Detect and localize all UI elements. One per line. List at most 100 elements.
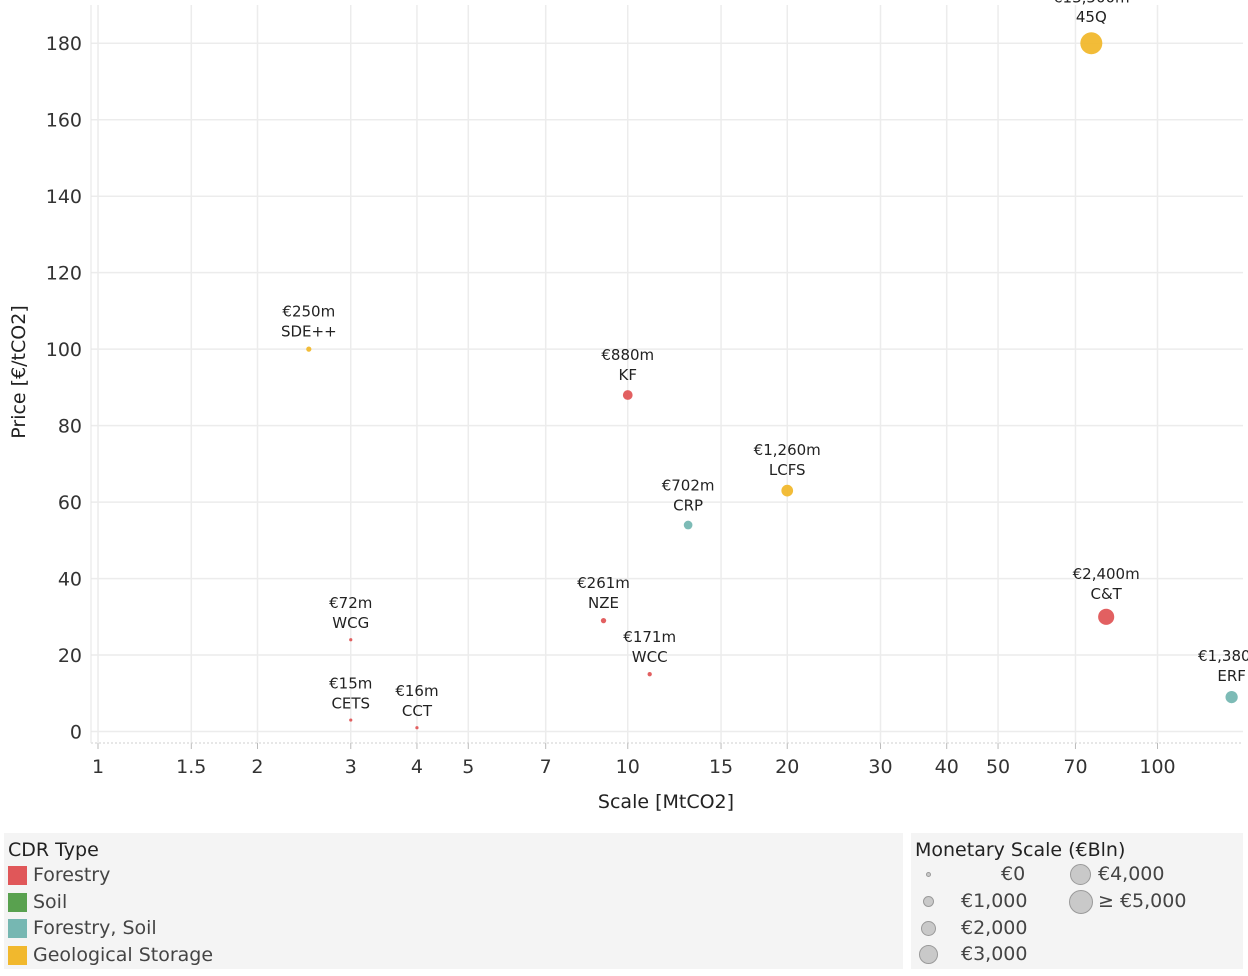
data-point [1225, 691, 1238, 704]
x-tick-label: 1 [92, 756, 104, 778]
y-tick-label: 160 [46, 110, 82, 132]
x-tick-label: 70 [1063, 756, 1087, 778]
data-point-name-label: 45Q [1076, 8, 1107, 26]
x-tick-label: 5 [462, 756, 474, 778]
x-tick-label: 50 [986, 756, 1010, 778]
data-point [1098, 608, 1115, 625]
size-item-3000: €3,000 [911, 943, 1071, 967]
size-item-label: €2,000 [961, 917, 1028, 939]
data-point [683, 520, 693, 530]
x-tick-label: 15 [709, 756, 733, 778]
data-point [600, 617, 607, 624]
x-tick-label: 1.5 [176, 756, 206, 778]
axes: 1 1.5 2 3 4 5 7 10 15 20 30 40 50 70 100 0 20 40 60 80 100 12… [46, 5, 1243, 778]
data-point-name-label: NZE [588, 594, 619, 612]
data-point [622, 390, 633, 400]
legend-cdr-type-title: CDR Type [8, 839, 99, 861]
data-point-group: €261m NZE [577, 574, 630, 624]
data-point-amount-label: €171m [623, 628, 676, 646]
data-point-group: €702m CRP [662, 477, 715, 530]
data-point [349, 638, 353, 642]
size-item-2000: €2,000 [911, 917, 1071, 941]
legend-cdr-type: CDR Type Forestry Soil Forestry, Soil Ge… [4, 833, 903, 969]
data-point [415, 726, 419, 730]
forestry-soil-swatch [8, 918, 27, 938]
y-tick-label: 0 [70, 722, 82, 744]
data-point-amount-label: €1,260m [754, 441, 821, 459]
data-point-amount-label: €2,400m [1073, 565, 1140, 583]
data-point-name-label: LCFS [769, 461, 806, 479]
y-axis-title: Price [€/tCO2] [8, 305, 30, 438]
size-item-5000: ≥ €5,000 [1066, 890, 1236, 914]
legend-item-label: Forestry [33, 864, 111, 886]
legend-item-forestry-soil: Forestry, Soil [8, 917, 157, 939]
data-point-group: €72m WCG [329, 594, 372, 642]
y-tick-label: 140 [46, 186, 82, 208]
legend-item-label: Geological Storage [33, 944, 214, 966]
data-point-amount-label: €702m [662, 477, 715, 495]
data-point-name-label: KF [619, 366, 637, 384]
data-point-amount-label: €16m [395, 682, 438, 700]
size-circle-icon [919, 945, 938, 964]
data-point-group: €1,380m ERF [1198, 647, 1248, 704]
size-circle-icon [926, 872, 931, 877]
size-circle-icon [1069, 890, 1093, 914]
data-point-amount-label: €15m [329, 674, 372, 692]
y-tick-label: 20 [58, 645, 82, 667]
forestry-swatch [8, 865, 27, 885]
y-tick-label: 100 [46, 339, 82, 361]
data-point-name-label: WCC [632, 648, 668, 666]
data-point-name-label: CRP [673, 497, 703, 515]
data-point-amount-label: €13,500m [1053, 0, 1130, 6]
data-point-group: €880m KF [601, 346, 654, 400]
data-point-amount-label: €72m [329, 594, 372, 612]
data-point-amount-label: €250m [282, 303, 335, 321]
y-tick-label: 180 [46, 33, 82, 55]
x-tick-label: 7 [540, 756, 552, 778]
soil-swatch [8, 892, 27, 912]
data-point-name-label: ERF [1217, 667, 1246, 685]
y-tick-label: 60 [58, 492, 82, 514]
x-tick-label: 2 [251, 756, 263, 778]
data-point-group: €13,500m 45Q [1053, 0, 1130, 55]
data-point [349, 718, 353, 722]
data-point [781, 484, 794, 497]
data-point-name-label: CETS [331, 694, 370, 712]
y-tick-label: 120 [46, 263, 82, 285]
x-tick-label: 100 [1139, 756, 1175, 778]
legend-monetary-scale-title: Monetary Scale (€Bln) [915, 839, 1126, 861]
size-circle-icon [923, 896, 934, 907]
geological-storage-swatch [8, 945, 27, 965]
size-circle-icon [921, 921, 936, 936]
data-point-name-label: WCG [332, 614, 369, 632]
x-tick-label: 20 [775, 756, 799, 778]
x-tick-label: 10 [616, 756, 640, 778]
size-item-0: €0 [911, 863, 1071, 887]
legend-item-geological-storage: Geological Storage [8, 944, 213, 966]
legend-item-label: Soil [33, 891, 68, 913]
data-point-amount-label: €261m [577, 574, 630, 592]
data-point-name-label: C&T [1091, 585, 1123, 603]
data-point-group: €171m WCC [623, 628, 676, 677]
data-point [647, 672, 652, 677]
size-item-label: ≥ €5,000 [1098, 890, 1187, 912]
size-circle-icon [1070, 864, 1091, 885]
scatter-chart: 1 1.5 2 3 4 5 7 10 15 20 30 40 50 70 100 0 20 40 60 80 100 12… [8, 0, 1248, 813]
legend-monetary-scale: Monetary Scale (€Bln) €0 €1,000 €2,000 €… [911, 833, 1243, 969]
data-point-name-label: CCT [402, 702, 433, 720]
data-point-group: €250m SDE++ [281, 303, 337, 352]
size-item-label: €0 [1001, 863, 1026, 885]
data-point [306, 346, 312, 352]
y-tick-label: 80 [58, 416, 82, 438]
legend-item-forestry: Forestry [8, 864, 110, 886]
data-point [1080, 32, 1103, 55]
y-tick-label: 40 [58, 569, 82, 591]
data-point-group: €15m CETS [329, 674, 372, 722]
x-axis-title: Scale [MtCO2] [598, 791, 734, 813]
size-item-label: €1,000 [961, 890, 1028, 912]
data-point-name-label: SDE++ [281, 323, 337, 341]
legend-item-soil: Soil [8, 891, 67, 913]
data-point-group: €2,400m C&T [1073, 565, 1140, 625]
x-tick-label: 30 [868, 756, 892, 778]
